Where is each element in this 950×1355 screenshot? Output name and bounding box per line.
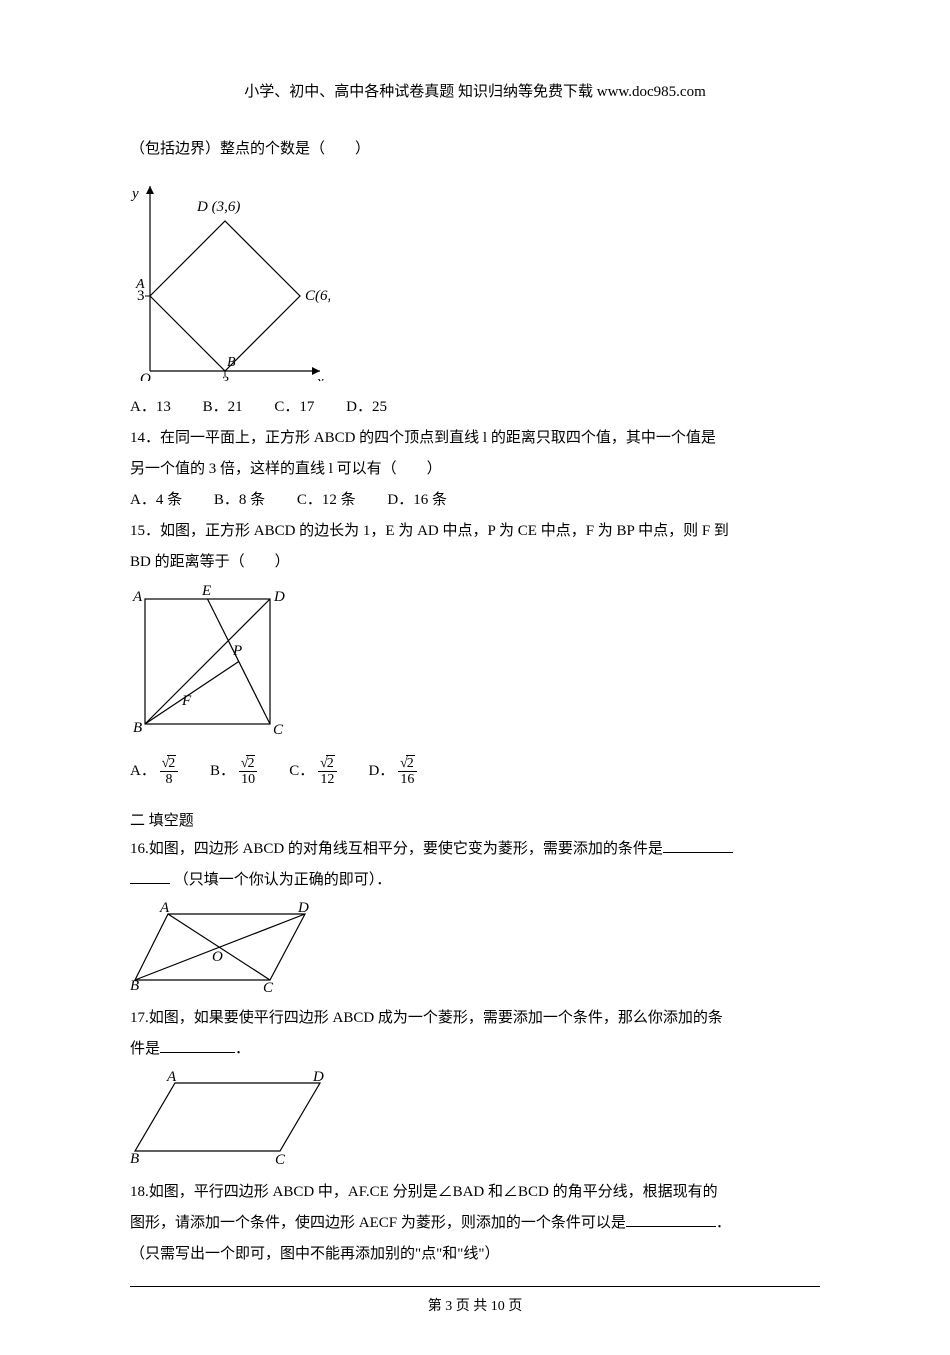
page-footer: 第 3 页 共 10 页: [130, 1286, 820, 1315]
q16-blank1: [663, 837, 733, 853]
q15-label-C: C: [273, 722, 284, 738]
q16-label-A: A: [159, 902, 170, 916]
q16-label-D: D: [297, 902, 309, 916]
q14-opt-B: B．8 条: [214, 487, 265, 514]
q15-svg: A B C D E P F: [130, 584, 290, 739]
q15-label-D: D: [273, 589, 285, 605]
page-container: 小学、初中、高中各种试卷真题 知识归纳等免费下载 www.doc985.com …: [0, 0, 950, 1355]
q14-opt-C: C．12 条: [297, 487, 356, 514]
q17-figure: A B C D: [130, 1071, 820, 1171]
q13-opt-B: B．21: [203, 394, 243, 421]
q16-figure: A B C D O: [130, 902, 820, 997]
q17-line2: 件是．: [130, 1036, 820, 1063]
q13-opt-D: D．25: [346, 394, 387, 421]
q15-line2: BD 的距离等于（ ）: [130, 549, 820, 576]
q15-label-E: E: [201, 584, 211, 599]
q16-blank2: [130, 868, 170, 884]
q16-line1: 16.如图，四边形 ABCD 的对角线互相平分，要使它变为菱形，需要添加的条件是: [130, 836, 820, 863]
q14-opt-D: D．16 条: [387, 487, 447, 514]
q14-opt-A: A．4 条: [130, 487, 182, 514]
q17-label-D: D: [312, 1071, 324, 1085]
q14-options: A．4 条 B．8 条 C．12 条 D．16 条: [130, 487, 820, 514]
section2-title: 二 填空题: [130, 809, 820, 830]
q15-options: A． 28 B． 210 C． 212 D． 216: [130, 752, 820, 791]
q15-opt-A: A． 28: [130, 752, 178, 791]
label-B: B: [227, 355, 236, 370]
label-3x: 3: [222, 374, 230, 381]
q15-line1: 15．如图，正方形 ABCD 的边长为 1，E 为 AD 中点，P 为 CE 中…: [130, 518, 820, 545]
q18-blank: [626, 1211, 716, 1227]
label-y: y: [130, 186, 139, 202]
q15-label-P: P: [232, 643, 242, 659]
q16-line2: （只填一个你认为正确的即可）．: [130, 867, 820, 894]
footer-text: 第 3 页 共 10 页: [428, 1299, 523, 1314]
q16-label-B: B: [130, 978, 139, 992]
label-x: x: [316, 374, 324, 381]
q15-label-B: B: [133, 720, 142, 736]
q16-svg: A B C D O: [130, 902, 315, 992]
q17-blank: [160, 1037, 235, 1053]
page-header: 小学、初中、高中各种试卷真题 知识归纳等免费下载 www.doc985.com: [130, 80, 820, 101]
q13-opt-C: C．17: [274, 394, 314, 421]
q15-figure: A B C D E P F: [130, 584, 820, 744]
q18-line1: 18.如图，平行四边形 ABCD 中，AF.CE 分别是∠BAD 和∠BCD 的…: [130, 1179, 820, 1206]
q16-label-O: O: [212, 949, 223, 965]
q15-opt-C: C． 212: [289, 752, 336, 791]
q15-opt-D: D． 216: [368, 752, 416, 791]
q15-opt-B: B． 210: [210, 752, 257, 791]
q17-svg: A B C D: [130, 1071, 330, 1166]
label-A: A: [135, 277, 145, 292]
q18-line2: 图形，请添加一个条件，使四边形 AECF 为菱形，则添加的一个条件可以是．: [130, 1210, 820, 1237]
q16-label-C: C: [263, 980, 274, 992]
q15-label-A: A: [132, 589, 143, 605]
q13-caption: （包括边界）整点的个数是（ ）: [130, 136, 820, 163]
q17-label-B: B: [130, 1151, 139, 1166]
label-D: D (3,6): [196, 199, 240, 215]
q17-line1: 17.如图，如果要使平行四边形 ABCD 成为一个菱形，需要添加一个条件，那么你…: [130, 1005, 820, 1032]
q18-line3: （只需写出一个即可，图中不能再添加别的"点"和"线"）: [130, 1241, 820, 1268]
q15-label-F: F: [181, 693, 192, 709]
q17-label-C: C: [275, 1152, 286, 1166]
q13-options: A．13 B．21 C．17 D．25: [130, 394, 820, 421]
q13-figure: O 3 x 3 y A B C(6,3) D (3,6): [130, 171, 820, 386]
q14-line2: 另一个值的 3 倍，这样的直线 l 可以有（ ）: [130, 456, 820, 483]
label-O: O: [140, 371, 151, 381]
label-C: C(6,3): [305, 288, 330, 304]
q14-line1: 14．在同一平面上，正方形 ABCD 的四个顶点到直线 l 的距离只取四个值，其…: [130, 425, 820, 452]
q13-svg: O 3 x 3 y A B C(6,3) D (3,6): [130, 171, 330, 381]
q13-opt-A: A．13: [130, 394, 171, 421]
header-text: 小学、初中、高中各种试卷真题 知识归纳等免费下载 www.doc985.com: [244, 84, 706, 100]
q17-label-A: A: [166, 1071, 177, 1085]
